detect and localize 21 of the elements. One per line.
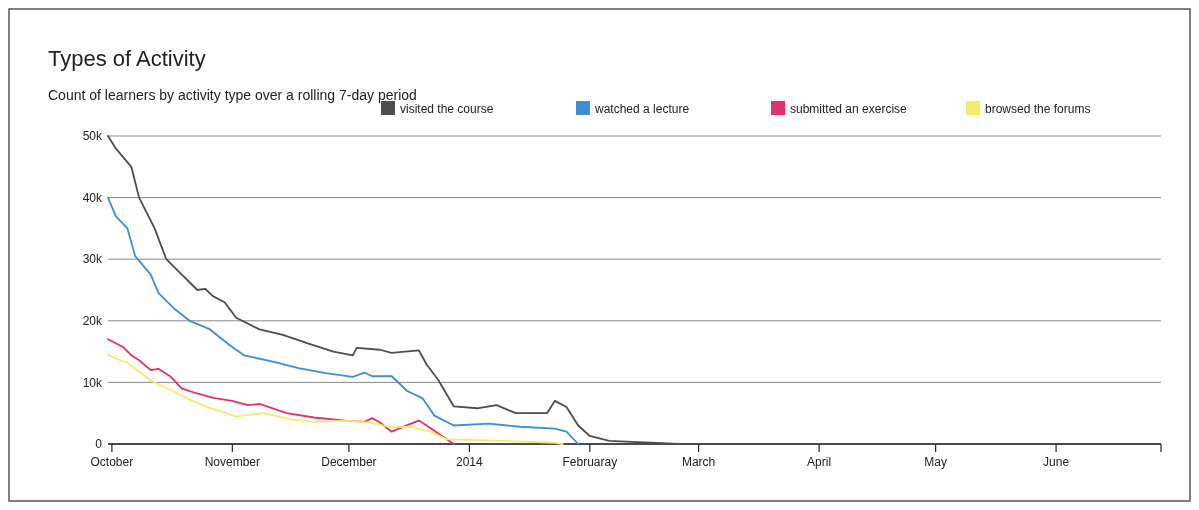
- legend-label: browsed the forums: [985, 102, 1091, 116]
- x-tick-label: October: [90, 455, 134, 469]
- x-tick-label: December: [321, 455, 377, 469]
- x-tick-label: November: [204, 455, 261, 469]
- x-tick-label: Februaray: [562, 455, 618, 469]
- legend-label: submitted an exercise: [790, 102, 908, 116]
- y-tick-label: 0: [95, 437, 103, 452]
- y-tick-label: 40k: [82, 190, 103, 205]
- x-tick-label: April: [807, 455, 832, 469]
- legend-label: visited the course: [400, 102, 494, 116]
- chart-title: Types of Activity: [48, 46, 206, 71]
- y-tick-label: 50k: [82, 129, 103, 144]
- chart-subtitle: Count of learners by activity type over a rolling 7-day period: [48, 87, 417, 103]
- x-tick-label: June: [1043, 455, 1070, 469]
- y-tick-label: 30k: [82, 252, 103, 267]
- x-tick-label: May: [924, 455, 947, 469]
- x-tick-label: March: [681, 455, 716, 469]
- y-tick-label: 20k: [82, 314, 103, 328]
- legend-label: watched a lecture: [594, 102, 690, 116]
- x-tick-label: 2014: [456, 455, 484, 469]
- y-tick-label: 10k: [82, 375, 103, 390]
